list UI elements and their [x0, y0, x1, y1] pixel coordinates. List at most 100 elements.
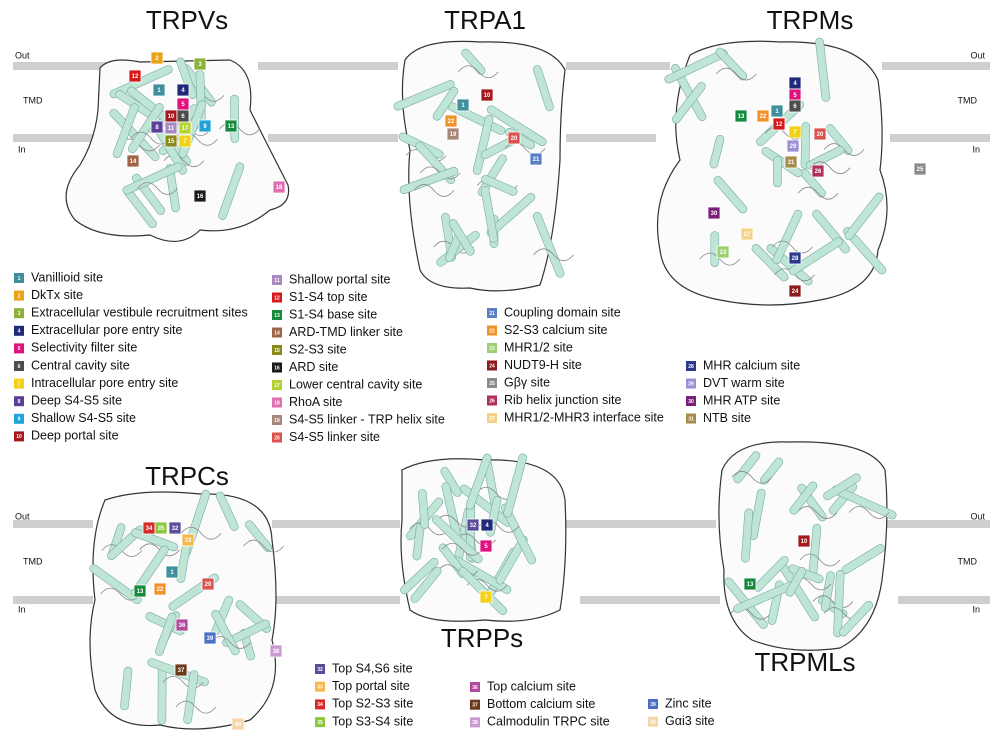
site-marker: 6 [176, 109, 190, 123]
site-marker-number: 38 [273, 649, 280, 655]
legend-label: Central cavity site [31, 358, 130, 372]
coil [799, 553, 841, 567]
site-marker-box [466, 518, 480, 532]
coil [797, 186, 839, 200]
coil [180, 526, 222, 540]
site-marker-number: 4 [485, 523, 489, 529]
site-marker-box [716, 245, 730, 259]
legend-number: 25 [489, 381, 495, 387]
site-marker-number: 13 [137, 589, 144, 595]
site-marker-number: 26 [815, 169, 822, 175]
legend-label: ARD site [289, 360, 338, 374]
membrane-out-label: Out [15, 511, 30, 521]
legend-swatch [648, 716, 658, 727]
site-marker: 11 [164, 121, 178, 135]
site-marker-number: 31 [788, 160, 795, 166]
legend-number: 36 [472, 685, 478, 691]
site-marker-box [456, 98, 470, 112]
site-marker: 32 [466, 518, 480, 532]
site-marker-box [153, 582, 167, 596]
site-marker-number: 10 [168, 114, 175, 120]
site-marker: 30 [707, 206, 721, 220]
coil [812, 595, 854, 608]
legend-number: 24 [489, 363, 495, 369]
legend-label: Calmodulin TRPC site [487, 715, 610, 729]
helix [486, 105, 547, 147]
legend-label: Vanillioid site [31, 270, 103, 284]
site-marker: 25 [913, 162, 927, 176]
legend-number: 31 [688, 416, 694, 422]
site-marker-box [175, 618, 189, 632]
site-marker: 22 [153, 582, 167, 596]
legend-swatch [14, 343, 24, 354]
helix [713, 176, 748, 214]
panel-title: TRPMLs [754, 647, 855, 677]
site-marker-number: 3 [198, 62, 202, 68]
legend-swatch [315, 681, 325, 692]
site-marker: 8 [150, 120, 164, 134]
helix [176, 57, 197, 99]
site-marker-box [165, 565, 179, 579]
legend-label: Shallow S4-S5 site [31, 411, 136, 425]
site-marker: 10 [480, 88, 494, 102]
helix [465, 453, 492, 510]
site-marker-number: 11 [168, 126, 175, 132]
legend-number: 10 [16, 434, 22, 440]
coil [699, 252, 741, 266]
legend-label: DVT warm site [703, 376, 785, 390]
site-marker-number: 37 [178, 668, 185, 674]
site-marker-box [788, 99, 802, 113]
legend-label: MHR1/2-MHR3 interface site [504, 410, 664, 424]
helix [120, 666, 133, 711]
legend-number: 4 [18, 329, 21, 335]
site-marker-box [788, 284, 802, 298]
helix [477, 154, 507, 197]
legend-label: Top S3-S4 site [332, 714, 413, 728]
site-marker-box [788, 251, 802, 265]
site-marker: 5 [176, 97, 190, 111]
helix [215, 491, 239, 531]
legend-swatch [272, 275, 282, 285]
site-marker: 2 [150, 51, 164, 65]
site-marker: 1 [456, 98, 470, 112]
helix [218, 162, 245, 220]
site-marker-box [813, 127, 827, 141]
site-marker-box [444, 114, 458, 128]
helix [772, 209, 803, 265]
legend-label: Gβγ site [504, 375, 550, 389]
membrane-out-label: Out [970, 511, 985, 521]
helix [500, 503, 537, 565]
helix [154, 612, 177, 656]
site-marker: 3 [193, 57, 207, 71]
legend-swatch [686, 361, 696, 371]
legend-swatch [272, 310, 282, 320]
helix [431, 515, 483, 564]
coil [533, 248, 574, 262]
site-marker-number: 20 [511, 136, 518, 142]
site-marker: 19 [446, 127, 460, 141]
legend-number: 11 [274, 278, 280, 284]
site-marker-box [164, 134, 178, 148]
site-marker-number: 1 [461, 103, 465, 109]
site-marker-number: 19 [450, 132, 457, 138]
helix [838, 600, 873, 637]
legend-number: 15 [274, 348, 280, 354]
site-marker-box [269, 644, 283, 658]
site-marker-number: 29 [790, 144, 797, 150]
coil [796, 506, 838, 519]
site-marker-box [168, 521, 182, 535]
site-marker-box [176, 83, 190, 97]
legend-number: 8 [18, 399, 21, 405]
site-marker: 1 [165, 565, 179, 579]
membrane-tmd-label: TMD [958, 95, 978, 105]
membrane-tmd-label: TMD [23, 556, 43, 566]
legend-label: Intracellular pore entry site [31, 376, 178, 390]
legend-label: S2-S3 calcium site [504, 323, 608, 337]
legend-swatch [14, 378, 24, 389]
helix [823, 473, 861, 501]
coil [848, 506, 890, 519]
legend-swatch [14, 396, 24, 407]
legend-swatch [272, 397, 282, 408]
site-marker: 13 [133, 584, 147, 598]
legend-swatch [272, 345, 282, 355]
